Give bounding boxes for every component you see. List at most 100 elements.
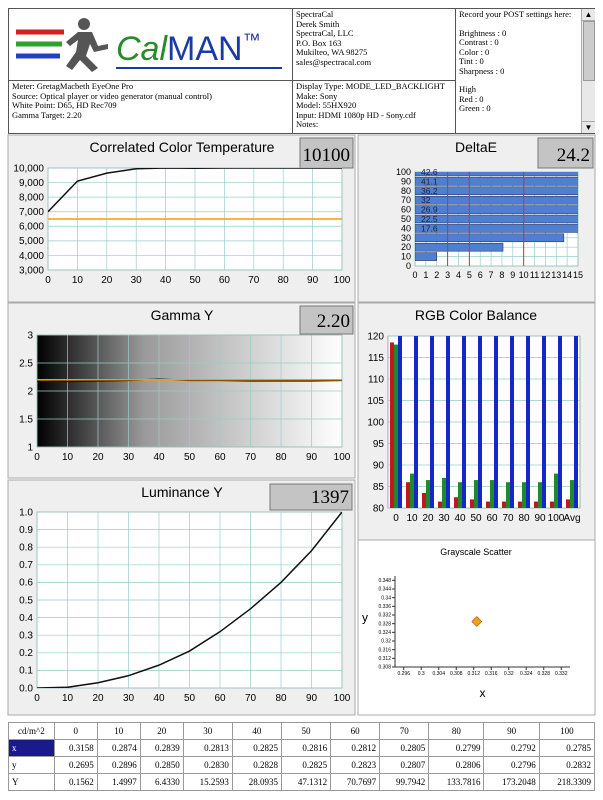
header-cell: 60 [330, 722, 381, 740]
contact-box: SpectraCal Derek Smith SpectraCal, LLC P.O.… [292, 8, 456, 81]
x-tick-label: 20 [92, 693, 104, 704]
info-line: Input: HDMI 1080p HD - Sony.cdf [296, 109, 416, 120]
x-tick-label: 70 [502, 513, 514, 524]
scrollbar[interactable]: ▲ ▼ [581, 9, 595, 133]
y-tick-label: 80 [373, 503, 385, 514]
x-tick-label: 70 [245, 693, 257, 704]
bar [526, 336, 530, 508]
x-tick-label: 0.316 [485, 671, 498, 677]
x-tick-label: 90 [307, 275, 319, 286]
x-tick-label: 80 [275, 452, 287, 463]
bar [458, 482, 462, 508]
x-tick-label: 40 [454, 513, 466, 524]
scroll-thumb[interactable] [583, 21, 595, 81]
y-tick-label: 0.9 [19, 525, 33, 536]
table-row: Y 0.1562 1.4997 6.4330 15.2593 28.0935 47.1312… [8, 773, 596, 791]
x-tick-label: 100 [334, 452, 351, 463]
x-tick-label: 20 [101, 275, 113, 286]
y-tick-label: 115 [368, 353, 384, 364]
logo-text: CalMAN™ [116, 30, 261, 68]
x-tick-label: 8 [499, 270, 504, 280]
value-box [299, 305, 354, 335]
table-cell: 0.2799 [428, 739, 485, 757]
header-cell: 0 [53, 722, 98, 740]
x-tick-label: 0.296 [397, 671, 410, 677]
y-tick-label: 10,000 [13, 163, 44, 174]
x-tick-label: 30 [123, 452, 135, 463]
bar [426, 480, 430, 508]
logo-runner [66, 18, 108, 72]
bar [550, 501, 554, 508]
y-tick-label: 0.328 [378, 621, 391, 627]
y-tick-label: 0.324 [378, 630, 391, 636]
chart-title: RGB Color Balance [415, 307, 537, 323]
table-cell: 0.2832 [538, 756, 596, 774]
x-tick-label: 80 [278, 275, 290, 286]
x-tick-label: 3 [445, 270, 450, 280]
x-tick-label: 0.328 [537, 671, 550, 677]
header-cell: 50 [280, 722, 332, 740]
bar [534, 501, 538, 508]
x-tick-label: 10 [62, 693, 74, 704]
data-label: 42.6 [421, 167, 438, 177]
y-tick-label: 0.344 [378, 587, 391, 593]
bar [415, 252, 437, 261]
header-cell: 90 [483, 722, 540, 740]
data-line [48, 168, 342, 213]
x-tick-label: 60 [214, 452, 226, 463]
bar [398, 336, 402, 508]
table-cell: 218.3309 [538, 773, 596, 791]
data-label: 26.9 [421, 205, 438, 215]
bar [415, 177, 578, 186]
charts: Correlated Color Temperature 101003,0004,… [7, 134, 596, 716]
table-cell: 0.2839 [139, 739, 184, 757]
x-tick-label: 14 [562, 270, 572, 280]
x-tick-label: 9 [510, 270, 515, 280]
info-line: Color : 0 [459, 46, 490, 57]
x-tick-label: 40 [160, 275, 172, 286]
scroll-up[interactable]: ▲ [582, 9, 595, 21]
table-cell: 47.1312 [280, 773, 332, 791]
x-tick-label: 90 [534, 513, 546, 524]
table-cell: 0.2896 [96, 756, 141, 774]
logo-part: MAN [167, 30, 243, 68]
table-cell: 0.2796 [483, 756, 540, 774]
bar [462, 336, 466, 508]
table-cell: 0.2874 [96, 739, 141, 757]
x-tick-label: 0 [34, 693, 40, 704]
scroll-down[interactable]: ▼ [582, 121, 595, 133]
y-tick-label: 70 [401, 195, 411, 205]
y-tick-label: 8,000 [19, 192, 44, 203]
x-tick-label: 80 [518, 513, 530, 524]
y-tick-label: 0.0 [19, 683, 33, 694]
table-cell: 0.2850 [139, 756, 184, 774]
table-cell: 0.2812 [330, 739, 381, 757]
x-tick-label: 30 [123, 693, 135, 704]
info-line: Meter: GretagMacbeth EyeOne Pro [12, 81, 134, 91]
y-tick-label: 20 [401, 242, 411, 252]
data-label: 32 [421, 195, 431, 205]
y-tick-label: 0.336 [378, 604, 391, 610]
chart-title: Correlated Color Temperature [90, 139, 275, 155]
y-tick-label: 9,000 [19, 178, 44, 189]
bar [415, 233, 565, 243]
table-cell: 0.3158 [53, 739, 98, 757]
x-tick-label: 1 [423, 270, 428, 280]
x-tick-label: 100 [334, 275, 351, 286]
chart-title: DeltaE [455, 139, 497, 155]
x-tick-label: 0.308 [450, 671, 463, 677]
bar [422, 492, 426, 508]
x-tick-label: 0.3 [418, 671, 425, 677]
x-axis-label: x [480, 686, 486, 700]
x-tick-label: 0.332 [555, 671, 568, 677]
y-tick-label: 1.0 [19, 507, 33, 518]
table-cell: 0.2828 [231, 756, 282, 774]
info-line: White Point: D65, HD Rec709 [12, 100, 117, 110]
x-tick-label: 0.312 [467, 671, 480, 677]
x-tick-label: 90 [306, 452, 318, 463]
y-tick-label: 0.316 [378, 647, 391, 653]
table-cell: 0.2825 [280, 756, 332, 774]
x-tick-label: 50 [189, 275, 201, 286]
bar [522, 482, 526, 508]
